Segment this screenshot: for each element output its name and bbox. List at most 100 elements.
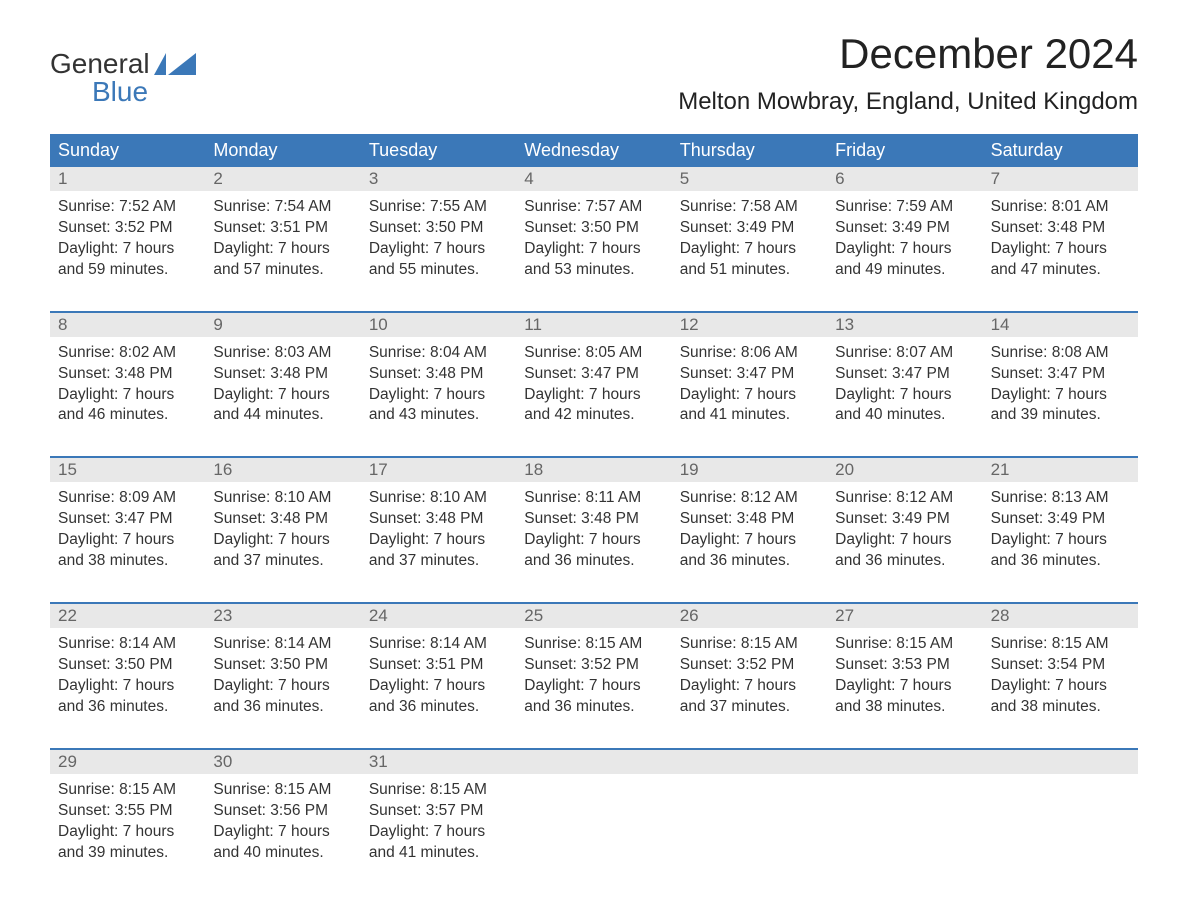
daylight-text-2: and 41 minutes. bbox=[369, 843, 508, 864]
daylight-text-2: and 41 minutes. bbox=[680, 405, 819, 426]
calendar-cell: Sunrise: 7:59 AMSunset: 3:49 PMDaylight:… bbox=[827, 191, 982, 297]
sunrise-text: Sunrise: 7:57 AM bbox=[524, 197, 663, 218]
daylight-text-1: Daylight: 7 hours bbox=[369, 385, 508, 406]
sunrise-text: Sunrise: 8:14 AM bbox=[213, 634, 352, 655]
day-number: 28 bbox=[983, 604, 1138, 628]
calendar-cell: Sunrise: 8:11 AMSunset: 3:48 PMDaylight:… bbox=[516, 482, 671, 588]
calendar-cell: Sunrise: 8:05 AMSunset: 3:47 PMDaylight:… bbox=[516, 337, 671, 443]
day-number: 16 bbox=[205, 458, 360, 482]
month-title: December 2024 bbox=[678, 30, 1138, 78]
daylight-text-2: and 38 minutes. bbox=[835, 697, 974, 718]
daylight-text-1: Daylight: 7 hours bbox=[369, 676, 508, 697]
calendar-cell: Sunrise: 8:10 AMSunset: 3:48 PMDaylight:… bbox=[361, 482, 516, 588]
calendar-cell: Sunrise: 8:01 AMSunset: 3:48 PMDaylight:… bbox=[983, 191, 1138, 297]
day-number: 6 bbox=[827, 167, 982, 191]
day-number-row: 15161718192021 bbox=[50, 458, 1138, 482]
sunrise-text: Sunrise: 8:15 AM bbox=[835, 634, 974, 655]
sunset-text: Sunset: 3:54 PM bbox=[991, 655, 1130, 676]
day-number: 27 bbox=[827, 604, 982, 628]
daylight-text-1: Daylight: 7 hours bbox=[991, 530, 1130, 551]
calendar-cell: Sunrise: 7:57 AMSunset: 3:50 PMDaylight:… bbox=[516, 191, 671, 297]
sunset-text: Sunset: 3:49 PM bbox=[680, 218, 819, 239]
sunset-text: Sunset: 3:48 PM bbox=[991, 218, 1130, 239]
sunrise-text: Sunrise: 8:15 AM bbox=[991, 634, 1130, 655]
sunrise-text: Sunrise: 8:11 AM bbox=[524, 488, 663, 509]
calendar-cell bbox=[983, 774, 1138, 880]
sunset-text: Sunset: 3:47 PM bbox=[991, 364, 1130, 385]
day-number: 1 bbox=[50, 167, 205, 191]
logo: General Blue bbox=[50, 30, 196, 106]
sunset-text: Sunset: 3:49 PM bbox=[991, 509, 1130, 530]
sunrise-text: Sunrise: 8:03 AM bbox=[213, 343, 352, 364]
weekday-header-row: Sunday Monday Tuesday Wednesday Thursday… bbox=[50, 134, 1138, 167]
day-number-row: 293031 bbox=[50, 750, 1138, 774]
day-number: 2 bbox=[205, 167, 360, 191]
day-number: 24 bbox=[361, 604, 516, 628]
daylight-text-2: and 53 minutes. bbox=[524, 260, 663, 281]
sunset-text: Sunset: 3:47 PM bbox=[58, 509, 197, 530]
calendar-cell: Sunrise: 8:04 AMSunset: 3:48 PMDaylight:… bbox=[361, 337, 516, 443]
sunrise-text: Sunrise: 8:14 AM bbox=[369, 634, 508, 655]
calendar-cell: Sunrise: 8:15 AMSunset: 3:54 PMDaylight:… bbox=[983, 628, 1138, 734]
sunset-text: Sunset: 3:47 PM bbox=[835, 364, 974, 385]
sunrise-text: Sunrise: 8:08 AM bbox=[991, 343, 1130, 364]
daylight-text-1: Daylight: 7 hours bbox=[58, 676, 197, 697]
daylight-text-1: Daylight: 7 hours bbox=[213, 822, 352, 843]
sunset-text: Sunset: 3:48 PM bbox=[213, 364, 352, 385]
daylight-text-1: Daylight: 7 hours bbox=[524, 530, 663, 551]
calendar-cell bbox=[672, 774, 827, 880]
sunrise-text: Sunrise: 8:15 AM bbox=[369, 780, 508, 801]
sunrise-text: Sunrise: 7:55 AM bbox=[369, 197, 508, 218]
day-number bbox=[827, 750, 982, 774]
header: General Blue December 2024 Melton Mowbra… bbox=[50, 30, 1138, 126]
day-number-row: 22232425262728 bbox=[50, 604, 1138, 628]
day-number: 22 bbox=[50, 604, 205, 628]
daylight-text-2: and 36 minutes. bbox=[369, 697, 508, 718]
sunrise-text: Sunrise: 8:06 AM bbox=[680, 343, 819, 364]
calendar-cell: Sunrise: 8:03 AMSunset: 3:48 PMDaylight:… bbox=[205, 337, 360, 443]
day-number: 9 bbox=[205, 313, 360, 337]
daylight-text-1: Daylight: 7 hours bbox=[58, 239, 197, 260]
sunset-text: Sunset: 3:48 PM bbox=[213, 509, 352, 530]
calendar-cell: Sunrise: 8:15 AMSunset: 3:56 PMDaylight:… bbox=[205, 774, 360, 880]
calendar-cell: Sunrise: 7:55 AMSunset: 3:50 PMDaylight:… bbox=[361, 191, 516, 297]
calendar-cell: Sunrise: 7:58 AMSunset: 3:49 PMDaylight:… bbox=[672, 191, 827, 297]
calendar-cell: Sunrise: 8:15 AMSunset: 3:53 PMDaylight:… bbox=[827, 628, 982, 734]
weekday-header: Friday bbox=[827, 134, 982, 167]
daylight-text-1: Daylight: 7 hours bbox=[835, 530, 974, 551]
daylight-text-2: and 36 minutes. bbox=[524, 551, 663, 572]
sunrise-text: Sunrise: 8:12 AM bbox=[680, 488, 819, 509]
weekday-header: Monday bbox=[205, 134, 360, 167]
calendar-cell: Sunrise: 8:07 AMSunset: 3:47 PMDaylight:… bbox=[827, 337, 982, 443]
daylight-text-2: and 36 minutes. bbox=[524, 697, 663, 718]
day-number: 10 bbox=[361, 313, 516, 337]
daylight-text-1: Daylight: 7 hours bbox=[58, 385, 197, 406]
daylight-text-2: and 42 minutes. bbox=[524, 405, 663, 426]
sunrise-text: Sunrise: 8:04 AM bbox=[369, 343, 508, 364]
day-number-row: 1234567 bbox=[50, 167, 1138, 191]
sunset-text: Sunset: 3:53 PM bbox=[835, 655, 974, 676]
calendar-cell bbox=[516, 774, 671, 880]
sunset-text: Sunset: 3:57 PM bbox=[369, 801, 508, 822]
daylight-text-1: Daylight: 7 hours bbox=[680, 676, 819, 697]
daylight-text-2: and 51 minutes. bbox=[680, 260, 819, 281]
day-number: 23 bbox=[205, 604, 360, 628]
logo-flag-icon bbox=[154, 53, 196, 75]
daylight-text-2: and 36 minutes. bbox=[835, 551, 974, 572]
day-number: 26 bbox=[672, 604, 827, 628]
sunrise-text: Sunrise: 7:54 AM bbox=[213, 197, 352, 218]
weekday-header: Saturday bbox=[983, 134, 1138, 167]
sunrise-text: Sunrise: 8:12 AM bbox=[835, 488, 974, 509]
sunset-text: Sunset: 3:49 PM bbox=[835, 509, 974, 530]
sunrise-text: Sunrise: 8:13 AM bbox=[991, 488, 1130, 509]
sunrise-text: Sunrise: 8:05 AM bbox=[524, 343, 663, 364]
day-number bbox=[672, 750, 827, 774]
calendar-cell: Sunrise: 8:15 AMSunset: 3:55 PMDaylight:… bbox=[50, 774, 205, 880]
sunset-text: Sunset: 3:48 PM bbox=[58, 364, 197, 385]
weekday-header: Tuesday bbox=[361, 134, 516, 167]
daylight-text-2: and 36 minutes. bbox=[58, 697, 197, 718]
daylight-text-1: Daylight: 7 hours bbox=[991, 385, 1130, 406]
daylight-text-2: and 47 minutes. bbox=[991, 260, 1130, 281]
daylight-text-1: Daylight: 7 hours bbox=[680, 385, 819, 406]
daylight-text-2: and 49 minutes. bbox=[835, 260, 974, 281]
